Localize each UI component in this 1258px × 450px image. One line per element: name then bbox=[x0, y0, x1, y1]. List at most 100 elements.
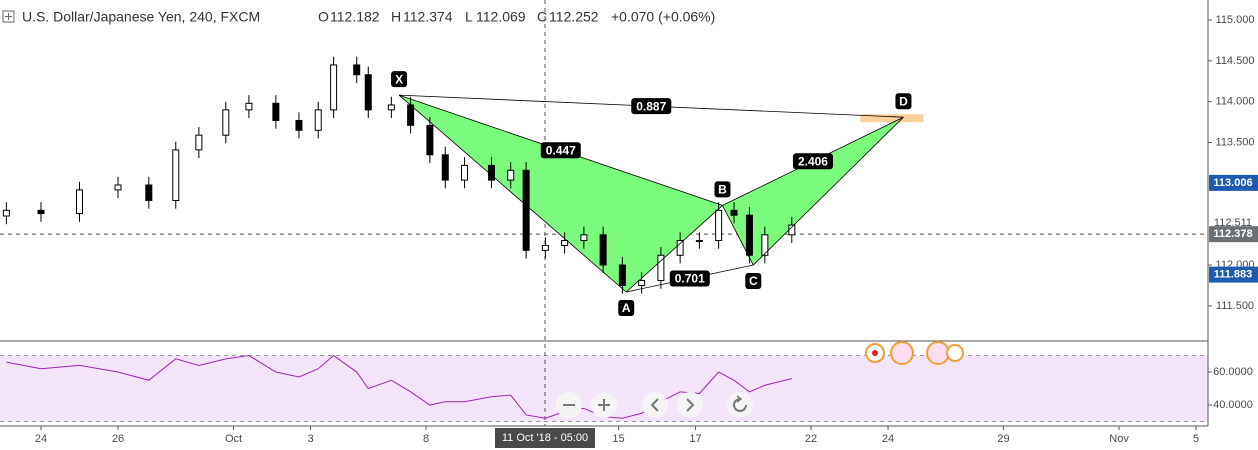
header-icon[interactable] bbox=[2, 10, 15, 23]
y-tick-label: 114.500 bbox=[1216, 55, 1255, 67]
ratio-tag-bg bbox=[669, 270, 710, 287]
ratio-tag: 0.701 bbox=[675, 272, 705, 286]
candle-body bbox=[222, 109, 230, 136]
price-marker-label: 112.378 bbox=[1213, 228, 1252, 240]
scroll-left-icon bbox=[650, 398, 659, 412]
x-tick-label: Oct bbox=[225, 433, 242, 445]
ohlc-label: C bbox=[537, 9, 547, 25]
ratio-tag-bg bbox=[792, 153, 833, 170]
ohlc-label: L bbox=[465, 9, 473, 25]
candle-body bbox=[618, 264, 626, 286]
price-marker-bg bbox=[1209, 226, 1258, 243]
ohlc-label: O bbox=[318, 9, 329, 25]
candle-body bbox=[715, 209, 723, 242]
ratio-tag-bg bbox=[540, 142, 581, 159]
crosshair-label-bg bbox=[494, 428, 595, 448]
candle-body bbox=[76, 189, 84, 215]
candle-body bbox=[507, 169, 515, 181]
pattern-bcd bbox=[722, 117, 904, 266]
candle-body bbox=[730, 209, 738, 216]
candle-body bbox=[461, 164, 469, 181]
candle-body bbox=[353, 64, 361, 76]
x-tick-label: 24 bbox=[35, 433, 47, 445]
candle-body bbox=[541, 244, 549, 251]
header: U.S. Dollar/Japanese Yen, 240, FXCM O 11… bbox=[2, 9, 715, 25]
navigation-controls bbox=[556, 392, 753, 418]
ohlc-value: 112.182 bbox=[330, 9, 380, 25]
price-marker-label: 111.883 bbox=[1214, 269, 1253, 281]
candle-body bbox=[330, 64, 338, 111]
point-tag-bg bbox=[618, 299, 635, 316]
candle-body bbox=[788, 224, 796, 236]
pattern-leg bbox=[625, 205, 723, 293]
scroll-right-button[interactable] bbox=[677, 392, 703, 418]
point-tag: X bbox=[395, 72, 403, 86]
event-icon[interactable] bbox=[926, 341, 950, 365]
ratio-tag-bg bbox=[631, 98, 672, 115]
x-tick-label: Nov bbox=[1109, 433, 1129, 445]
reset-icon bbox=[736, 395, 743, 403]
rsi-tick-label: 60.0000 bbox=[1213, 366, 1253, 378]
scroll-left-button[interactable] bbox=[642, 392, 668, 418]
y-tick-label: 113.500 bbox=[1216, 136, 1255, 148]
y-tick-label: 115.000 bbox=[1216, 14, 1255, 26]
candle-body bbox=[2, 209, 10, 217]
candle-body bbox=[272, 102, 280, 121]
price-marker-bg bbox=[1209, 266, 1258, 283]
price-marker-label: 113.006 bbox=[1213, 177, 1252, 189]
pattern-leg bbox=[398, 94, 627, 293]
point-tag: D bbox=[899, 94, 908, 108]
x-tick-label: 5 bbox=[1193, 433, 1199, 445]
main-pane: 0.887 0.447 2.406 0.701 X A B C D bbox=[0, 0, 1208, 426]
axes: 111.500112.000113.500114.000114.500115.0… bbox=[35, 14, 1258, 448]
y-tick-label: 111.500 bbox=[1216, 300, 1254, 312]
event-icon[interactable] bbox=[890, 341, 914, 365]
reset-button[interactable] bbox=[727, 392, 753, 418]
candle-body bbox=[695, 240, 703, 243]
x-tick-label: 17 bbox=[689, 433, 701, 445]
candle-body bbox=[364, 74, 372, 111]
pattern-leg bbox=[722, 205, 754, 266]
candle-body bbox=[245, 102, 253, 111]
event-icons bbox=[865, 341, 964, 365]
reset-icon bbox=[733, 398, 747, 412]
candle-body bbox=[657, 254, 665, 282]
ohlc-value: 112.374 bbox=[403, 9, 453, 25]
event-icon bbox=[872, 350, 878, 356]
ohlc-change: +0.070 (+0.06%) bbox=[611, 9, 715, 25]
candle-body bbox=[441, 154, 449, 181]
event-icon[interactable] bbox=[946, 344, 964, 362]
ohlc-label: H bbox=[391, 9, 401, 25]
y-tick-label: 114.000 bbox=[1216, 96, 1255, 108]
candle-body bbox=[522, 169, 530, 251]
candle-body bbox=[314, 109, 322, 131]
point-tag-bg bbox=[745, 273, 762, 290]
candle-body bbox=[638, 280, 646, 286]
x-tick-label: 26 bbox=[112, 433, 124, 445]
candle-body bbox=[114, 184, 122, 191]
point-tag-bg bbox=[895, 93, 912, 110]
x-tick-label: 24 bbox=[882, 433, 894, 445]
candle-body bbox=[580, 234, 588, 242]
candle-body bbox=[145, 184, 153, 202]
ratio-tag: 2.406 bbox=[798, 154, 828, 168]
rsi-line bbox=[6, 354, 792, 419]
crosshair-label: 11 Oct '18 - 05:00 bbox=[502, 432, 588, 444]
ohlc-value: 112.069 bbox=[476, 9, 526, 25]
ohlc-value: 112.252 bbox=[549, 9, 599, 25]
point-tag: C bbox=[749, 274, 758, 288]
candle-body bbox=[195, 134, 203, 151]
x-tick-label: 8 bbox=[423, 433, 429, 445]
candle-body bbox=[599, 234, 607, 266]
price-marker-bg bbox=[1209, 174, 1258, 191]
candle-body bbox=[761, 234, 769, 256]
ratio-tag: 0.887 bbox=[636, 99, 666, 113]
x-tick-label: 3 bbox=[307, 433, 313, 445]
point-tag-bg bbox=[391, 71, 408, 88]
candle-body bbox=[426, 124, 434, 156]
candle-body bbox=[387, 104, 395, 111]
ratio-tag: 0.447 bbox=[546, 143, 576, 157]
candle-body bbox=[295, 119, 303, 131]
candle-body bbox=[487, 164, 495, 181]
